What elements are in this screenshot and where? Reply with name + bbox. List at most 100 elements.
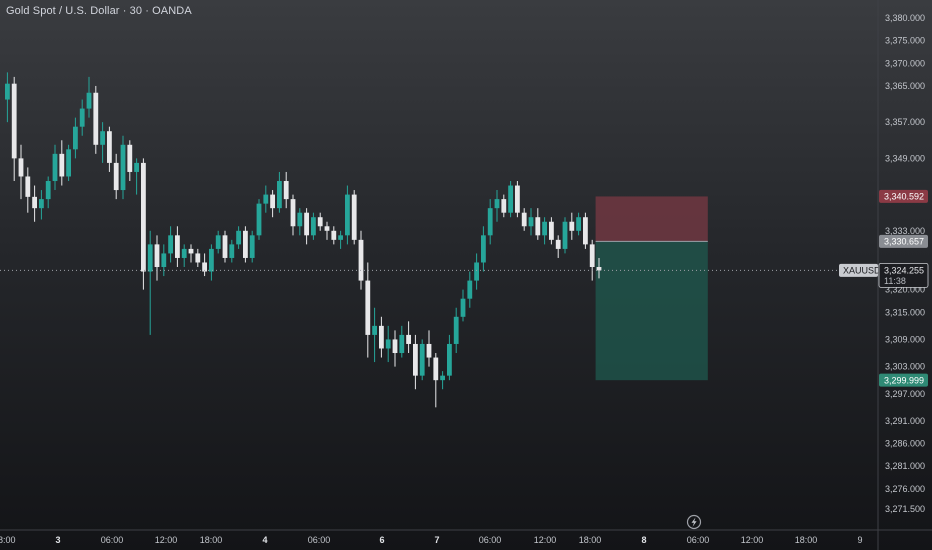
candle (528, 208, 534, 236)
price-axis[interactable]: 3,380.000 3,375.000 3,370.000 3,365.000 3,35… (885, 13, 925, 514)
candle (277, 171, 282, 213)
candle-body (202, 262, 207, 272)
candle (433, 353, 439, 408)
candle-body (270, 194, 275, 209)
candle (45, 176, 51, 209)
candle (66, 144, 71, 182)
candle-body (277, 181, 282, 209)
candle-body (317, 217, 323, 227)
candle-body (535, 217, 541, 236)
candle (562, 217, 568, 254)
time-tick-label: 18:00 (795, 535, 818, 545)
candle-body (542, 221, 547, 236)
bar-countdown-label: 11:38 (884, 276, 906, 286)
candle-body (32, 196, 37, 209)
candle-body (453, 316, 459, 344)
candle (86, 76, 92, 118)
candle-body (195, 253, 201, 263)
time-tick-label: 9 (857, 535, 862, 545)
candle-body (59, 153, 65, 177)
candle (290, 194, 296, 236)
candle-body (372, 325, 377, 335)
candle (365, 262, 371, 358)
candle-body (18, 158, 24, 177)
candle-body (515, 185, 520, 213)
candle-body (406, 334, 411, 344)
candle-body (297, 212, 303, 227)
price-tick-label: 3,276.000 (885, 484, 925, 494)
candle (127, 140, 133, 182)
candle (324, 221, 330, 240)
candle-body (413, 343, 418, 376)
candle-body (283, 181, 289, 200)
candle (283, 171, 289, 209)
price-tick-label: 3,286.000 (885, 439, 925, 449)
candle (11, 76, 17, 182)
candle-body (188, 248, 194, 254)
candle (385, 325, 391, 363)
candle (501, 194, 507, 218)
candle (134, 158, 139, 195)
candle-body (215, 235, 221, 249)
candle-body (236, 230, 241, 245)
candle-body (379, 325, 384, 349)
candle-body (447, 343, 452, 376)
candle (535, 208, 541, 240)
price-tick-label: 3,315.000 (885, 307, 925, 317)
price-tick-label: 3,349.000 (885, 153, 925, 163)
position-tool[interactable] (595, 196, 708, 381)
candle (331, 226, 337, 245)
candle (263, 185, 269, 213)
candle (141, 158, 146, 290)
candle-body (460, 298, 466, 317)
candle (555, 235, 561, 258)
candle-body (331, 230, 337, 240)
candle-body (134, 162, 139, 172)
stop-price-badge-label: 3,340.592 (884, 192, 924, 202)
price-tick-label: 3,297.000 (885, 389, 925, 399)
candle (589, 239, 595, 281)
candle-body (161, 253, 167, 268)
candle-body (562, 221, 568, 249)
candle (372, 307, 377, 363)
candle-body (52, 153, 58, 182)
stop-loss-zone[interactable] (595, 196, 708, 242)
candle-body (222, 235, 228, 258)
candle (569, 212, 575, 240)
candle (168, 226, 173, 263)
candle-body (120, 144, 126, 191)
candle (147, 230, 153, 335)
candle-body (596, 267, 602, 271)
candle-body (338, 235, 343, 240)
bolt-icon[interactable] (686, 514, 702, 530)
time-tick-label: 06:00 (687, 535, 710, 545)
candle (249, 230, 255, 263)
candle (229, 239, 235, 263)
candle (107, 126, 112, 172)
candle (481, 226, 486, 272)
price-tick-label: 3,320.000 (885, 285, 925, 295)
candle (317, 212, 323, 231)
time-axis[interactable]: 8:00 3 06:00 12:00 18:00 4 06:00 6 7 06:00 12:00 18… (0, 514, 863, 546)
candle-body (79, 108, 85, 127)
time-tick-label: 7 (434, 535, 439, 545)
take-profit-zone[interactable] (595, 241, 708, 381)
time-tick-label: 18:00 (200, 535, 223, 545)
candle-body (501, 199, 507, 213)
candle-body (107, 131, 112, 163)
candle-body (324, 226, 330, 231)
candle-body (243, 230, 248, 258)
candle (311, 212, 316, 240)
candle-body (25, 176, 31, 197)
stop-price-badge: 3,340.592 (879, 189, 928, 203)
candle-body (249, 235, 255, 258)
candle-body (467, 280, 473, 299)
price-tick-label: 3,380.000 (885, 13, 925, 23)
candle (413, 334, 418, 390)
entry-price-badge-label: 3,330.657 (884, 237, 924, 247)
time-tick-label: 12:00 (155, 535, 178, 545)
candle-body (474, 262, 479, 281)
candle-body (426, 343, 432, 358)
